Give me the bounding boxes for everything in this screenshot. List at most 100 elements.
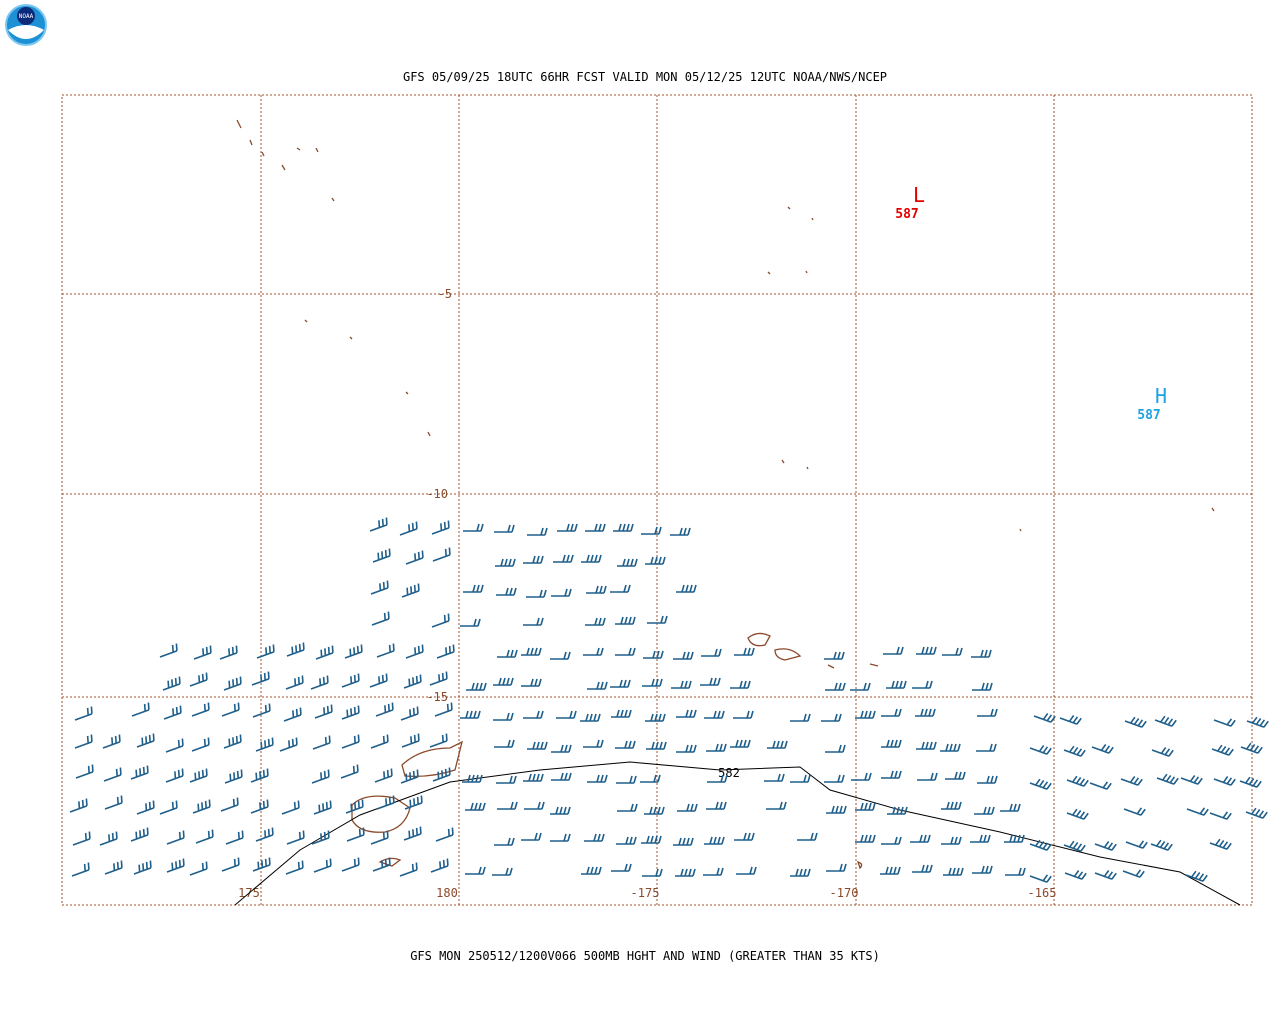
wind-barb [556, 710, 577, 719]
wind-barb [972, 865, 993, 874]
contour-label: 582 [718, 766, 740, 780]
wind-barb [641, 835, 662, 844]
wind-barb [940, 743, 961, 752]
wind-barb [1089, 781, 1112, 790]
wind-barb [642, 678, 663, 687]
wind-barb [523, 710, 544, 719]
wind-barb [855, 834, 876, 843]
wind-barb [1209, 838, 1232, 850]
wind-barb [1004, 834, 1025, 843]
wind-barb [405, 550, 424, 565]
wind-barb [136, 800, 155, 815]
wind-barb [340, 764, 359, 779]
wind-barb [256, 644, 275, 659]
wind-barb [646, 741, 667, 750]
wind-barb [704, 836, 725, 845]
wind-barb [676, 744, 697, 753]
wind-barb [189, 672, 208, 687]
wind-barb [610, 584, 631, 593]
wind-barb [221, 857, 240, 872]
wind-barb [497, 801, 518, 810]
grid [61, 94, 1253, 906]
wind-barb [492, 867, 513, 876]
wind-barb [195, 829, 214, 844]
wind-barb [521, 832, 542, 841]
wind-barb [251, 671, 270, 686]
wind-barb [133, 860, 152, 875]
wind-barb [851, 772, 872, 781]
wind-barb [1213, 776, 1236, 786]
wind-barb [1029, 745, 1052, 755]
wind-barb [250, 768, 269, 783]
wind-barb [1245, 807, 1268, 819]
wind-barb [1211, 744, 1234, 756]
wind-barb [99, 831, 118, 846]
wind-barb [550, 833, 571, 842]
wind-barb [341, 857, 360, 872]
wind-barb [345, 799, 364, 814]
wind-barb [583, 739, 604, 748]
low-symbol: L [913, 183, 925, 207]
wind-barb [311, 769, 330, 784]
wind-barb [942, 647, 963, 656]
wind-barb [159, 800, 178, 815]
wind-barb [790, 868, 811, 877]
wind-barb [551, 744, 572, 753]
wind-barb [130, 765, 149, 780]
wind-barb [165, 768, 184, 783]
wind-barb [225, 830, 244, 845]
wind-barb [645, 713, 666, 722]
wind-barb [611, 709, 632, 718]
wind-barb [430, 858, 449, 873]
wind-barb [550, 806, 571, 815]
wind-barb [880, 866, 901, 875]
wind-barb [673, 651, 694, 660]
wind-barb [163, 705, 182, 720]
wind-barb [523, 617, 544, 626]
wind-barb [734, 647, 755, 656]
wind-barb [617, 803, 638, 812]
wind-barb [887, 806, 908, 815]
wind-barb [370, 830, 389, 845]
wind-barb [521, 678, 542, 687]
wind-barb [1180, 775, 1203, 785]
wind-barb [494, 739, 515, 748]
wind-barb [583, 647, 604, 656]
wind-barb [1213, 718, 1236, 727]
wind-barb [286, 830, 305, 845]
wind-barb [465, 802, 486, 811]
wind-barb [136, 733, 155, 748]
wind-barb [494, 524, 515, 533]
wind-barb [707, 774, 728, 783]
wind-barb [826, 805, 847, 814]
lat-label: -5 [438, 287, 452, 301]
lon-label: -165 [1028, 886, 1057, 900]
wind-barb [764, 773, 785, 782]
wind-barb [429, 671, 448, 686]
wind-barb [372, 857, 391, 872]
wind-barb [521, 647, 542, 656]
wind-barb [1091, 744, 1114, 754]
wind-barb [315, 645, 334, 660]
wind-barb [493, 677, 514, 686]
wind-barb [493, 712, 514, 721]
wind-barb [941, 801, 962, 810]
wind-barb [977, 775, 998, 784]
wind-barb [281, 800, 300, 815]
wind-barb [976, 743, 997, 752]
wind-barb [766, 801, 787, 810]
noaa-logo: NOAA [5, 4, 47, 46]
low-label: 587 [895, 207, 918, 222]
wind-barb [584, 833, 605, 842]
wind-barb [1064, 870, 1087, 880]
wind-barb [496, 775, 517, 784]
wind-barb [586, 585, 607, 594]
logo-text: NOAA [19, 13, 34, 20]
wind-barb [103, 767, 122, 782]
high-label: 587 [1137, 408, 1160, 423]
wind-barb [883, 646, 904, 655]
wind-barb [376, 795, 395, 810]
wind-barb [703, 867, 724, 876]
wind-barb [886, 680, 907, 689]
